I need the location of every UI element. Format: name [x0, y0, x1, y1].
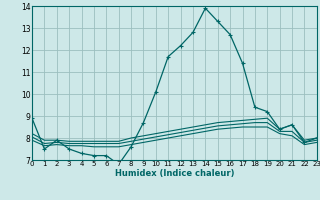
X-axis label: Humidex (Indice chaleur): Humidex (Indice chaleur)	[115, 169, 234, 178]
